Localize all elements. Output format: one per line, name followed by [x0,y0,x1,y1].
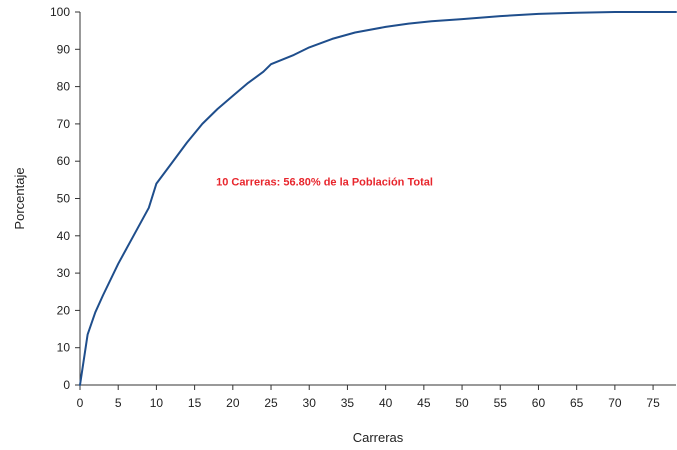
y-tick-label: 0 [63,378,70,392]
x-tick-label: 15 [188,396,202,410]
y-tick-label: 10 [57,341,71,355]
x-tick-label: 60 [532,396,546,410]
x-tick-label: 55 [494,396,508,410]
y-axis-label: Porcentaje [12,167,27,229]
y-tick-label: 50 [57,192,71,206]
x-tick-label: 70 [608,396,622,410]
x-axis-label: Carreras [353,430,404,445]
x-tick-label: 45 [417,396,431,410]
y-axis: 0 10 20 30 40 50 60 70 80 90 100 [50,5,81,392]
x-tick-label: 10 [150,396,164,410]
x-tick-label: 75 [646,396,660,410]
y-tick-label: 80 [57,80,71,94]
x-axis: 0 5 10 15 20 25 30 35 40 45 50 55 60 65 70 75 [77,384,676,410]
y-tick-label: 90 [57,42,71,56]
x-tick-label: 35 [341,396,355,410]
series-line [79,11,677,386]
x-tick-label: 0 [77,396,84,410]
y-tick-label: 40 [57,229,71,243]
x-tick-label: 5 [115,396,122,410]
chart-annotation: 10 Carreras: 56.80% de la Población Tota… [216,176,433,188]
y-tick-label: 70 [57,117,71,131]
y-tick-label: 20 [57,303,71,317]
y-tick-label: 60 [57,154,71,168]
y-tick-label: 100 [50,5,70,19]
y-tick-label: 30 [57,266,71,280]
x-tick-label: 40 [379,396,393,410]
series-layer [79,11,677,386]
x-tick-label: 30 [303,396,317,410]
x-tick-label: 20 [226,396,240,410]
x-tick-label: 65 [570,396,584,410]
x-tick-label: 25 [264,396,278,410]
x-tick-label: 50 [455,396,469,410]
